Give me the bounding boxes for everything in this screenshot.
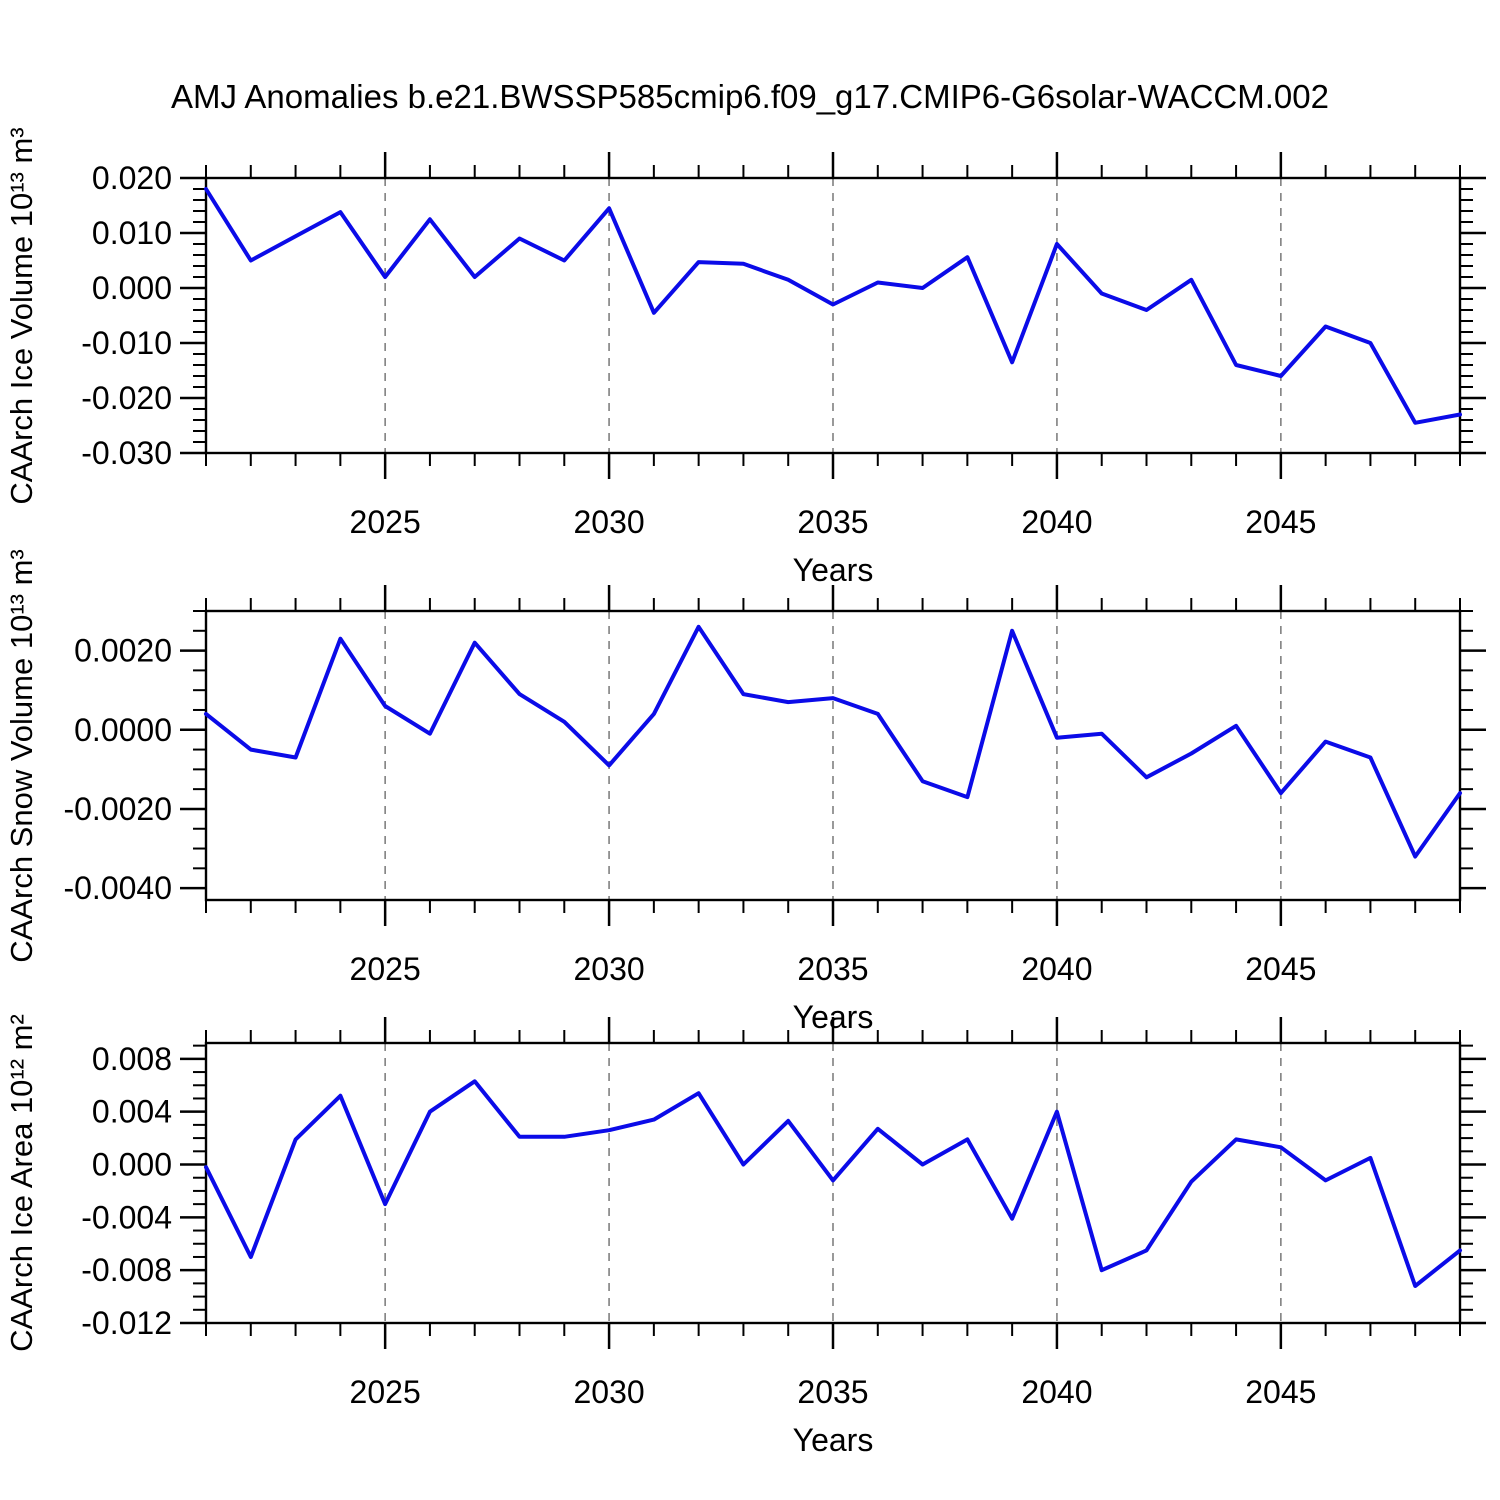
y-tick-label: -0.012 [81,1305,172,1341]
x-tick-label: 2030 [573,1374,644,1410]
y-tick-label: -0.0020 [63,791,172,827]
x-tick-label: 2030 [573,951,644,987]
y-tick-label: 0.000 [92,270,172,306]
plot-frame [204,1041,1462,1325]
y-tick-label: -0.030 [81,435,172,471]
x-tick-label: 2045 [1245,504,1316,540]
x-tick-label: 2030 [573,504,644,540]
x-tick-label: 2040 [1021,1374,1092,1410]
y-tick-label: 0.000 [92,1147,172,1183]
y-tick-label: 0.010 [92,215,172,251]
x-tick-label: 2035 [797,504,868,540]
x-tick-label: 2045 [1245,1374,1316,1410]
y-tick-label: -0.0040 [63,870,172,906]
y-tick-label: 0.008 [92,1041,172,1077]
series-line-ice-volume [204,187,1462,425]
chart-ice-volume: 0.020 0.010 0.000 -0.010 -0.020 -0.030 2025 203… [81,152,1486,588]
x-axis-title: Years [793,1422,874,1458]
y-tick-label: 0.020 [92,160,172,196]
x-tick-label: 2025 [350,504,421,540]
x-tick-label: 2025 [350,1374,421,1410]
y-tick-label: -0.004 [81,1199,172,1235]
figure-title: AMJ Anomalies b.e21.BWSSP585cmip6.f09_g1… [171,78,1329,115]
plot-frame [204,176,1462,455]
x-axis-title: Years [793,552,874,588]
y-tick-label: -0.020 [81,380,172,416]
plot-frame [204,609,1462,902]
y-tick-label: -0.010 [81,325,172,361]
chart-snow-volume: 0.0020 0.0000 -0.0020 -0.0040 2025 2030 2035 20… [63,585,1486,1035]
x-tick-label: 2045 [1245,951,1316,987]
series-line-snow-volume [204,624,1462,859]
x-tick-label: 2035 [797,1374,868,1410]
x-tick-label: 2040 [1021,504,1092,540]
x-tick-label: 2025 [350,951,421,987]
x-tick-label: 2040 [1021,951,1092,987]
chart-ice-area: 0.008 0.004 0.000 -0.004 -0.008 -0.012 2025 203… [81,1017,1486,1458]
y-tick-label: 0.0020 [74,633,172,669]
y-tick-label: -0.008 [81,1252,172,1288]
y-tick-label: 0.004 [92,1094,172,1130]
series-line-ice-area [204,1079,1462,1288]
y-tick-label: 0.0000 [74,712,172,748]
x-tick-label: 2035 [797,951,868,987]
